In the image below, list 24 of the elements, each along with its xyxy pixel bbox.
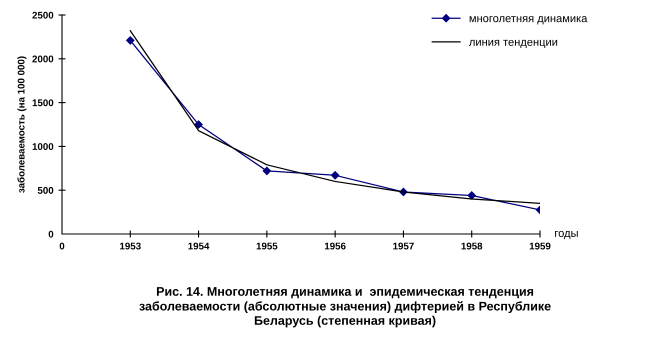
y-tick-label: 0 [48,230,54,238]
y-tick-label: 2000 [32,56,54,62]
point [194,120,203,129]
y-tick-label: 1000 [32,143,54,150]
point [331,171,340,180]
y-axis-title: заболеваемость (на 100 000) [17,56,26,193]
y-tick-label: 2500 [32,12,54,19]
y-tick-label: 500 [38,186,54,194]
text: Рис. 14. Многолетняя динамика и эпидемическая тенденция заболеваемости (абсолютные значения) дифтерией в Республике Беларусь (степенная кривая) [139,287,551,328]
point [468,191,476,200]
point [126,36,134,45]
x-tick-label: 0 [60,242,64,250]
x-tick-label: 1959 [530,242,550,250]
x-tick-label: 1953 [120,242,141,250]
legend-label: линия тенденции [468,40,558,48]
x-tick-label: 1954 [188,242,210,250]
x-tick-label: 1958 [462,242,482,250]
x-tick-label: 1956 [324,242,346,250]
x-tick-label: 1955 [256,242,278,250]
x-tick-label: 1957 [393,242,414,250]
y-tick-label: 1500 [32,99,54,106]
legend-label: многолетняя динамика [470,16,588,24]
x-axis-title: годы [555,230,578,240]
point [262,166,271,176]
